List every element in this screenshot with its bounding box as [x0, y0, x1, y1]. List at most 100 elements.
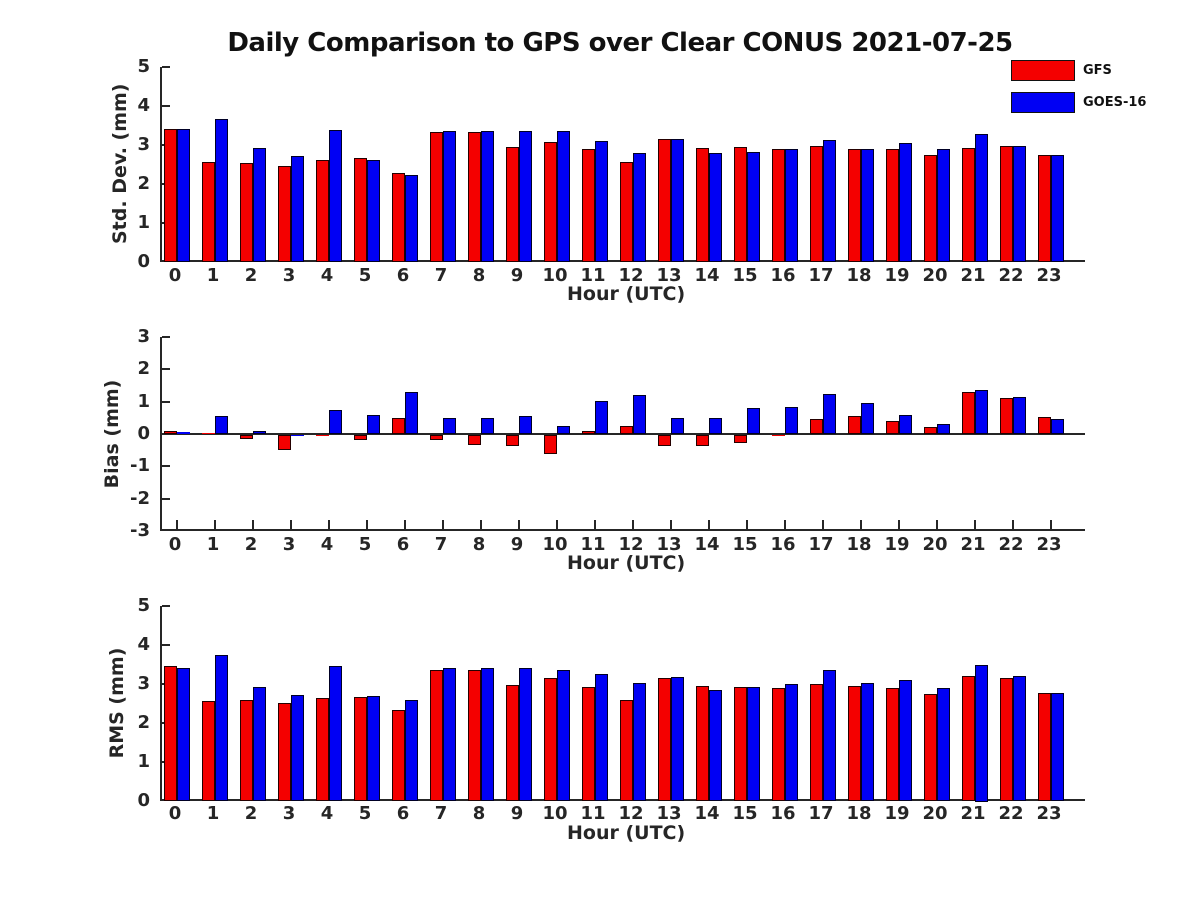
x-tick-label: 3 [282, 803, 296, 824]
bar-gfs-hour-19 [886, 421, 899, 434]
bar-goes16-hour-20 [937, 149, 950, 263]
xlabel-rms: Hour (UTC) [567, 822, 686, 844]
x-tick-label: 7 [434, 803, 448, 824]
y-tick [162, 105, 170, 107]
bar-gfs-hour-12 [620, 426, 633, 435]
legend-item-gfs: GFS [1011, 60, 1146, 81]
x-tick [404, 520, 406, 529]
x-tick [1012, 520, 1014, 529]
bar-goes16-hour-23 [1051, 419, 1064, 434]
x-tick-label: 19 [884, 803, 910, 824]
bar-goes16-hour-18 [861, 683, 874, 801]
bar-gfs-hour-4 [316, 435, 329, 437]
x-tick-label: 2 [244, 803, 258, 824]
x-tick-label: 5 [358, 534, 372, 555]
x-tick-label: 14 [694, 803, 720, 824]
y-tick-label: 3 [137, 134, 150, 155]
bar-goes16-hour-15 [747, 152, 760, 262]
x-tick-label: 13 [656, 803, 682, 824]
bar-goes16-hour-9 [519, 131, 532, 262]
bar-goes16-hour-7 [443, 131, 456, 262]
x-tick-label: 5 [358, 803, 372, 824]
x-tick-label: 5 [358, 265, 372, 286]
bar-goes16-hour-12 [633, 395, 646, 434]
x-tick-label: 6 [396, 534, 410, 555]
bar-goes16-hour-22 [1013, 676, 1026, 801]
y-tick-label: 3 [137, 326, 150, 347]
y-tick-label: 4 [137, 95, 150, 116]
bar-goes16-hour-11 [595, 141, 608, 262]
bar-gfs-hour-10 [544, 678, 557, 801]
y-tick-label: 0 [137, 251, 150, 272]
x-tick-label: 0 [168, 534, 182, 555]
bar-gfs-hour-15 [734, 687, 747, 802]
bar-goes16-hour-2 [253, 148, 266, 262]
y-tick-label: 1 [137, 212, 150, 233]
x-tick-label: 21 [960, 265, 986, 286]
bar-gfs-hour-17 [810, 146, 823, 262]
x-tick-label: 12 [618, 803, 644, 824]
x-tick [974, 520, 976, 529]
bar-gfs-hour-11 [582, 149, 595, 262]
x-tick [898, 520, 900, 529]
bar-goes16-hour-17 [823, 394, 836, 435]
x-tick [328, 520, 330, 529]
x-tick-label: 19 [884, 534, 910, 555]
bar-goes16-hour-7 [443, 668, 456, 801]
bar-gfs-hour-23 [1038, 417, 1051, 434]
x-tick [176, 520, 178, 529]
x-tick-label: 16 [770, 265, 796, 286]
xlabel-bias: Hour (UTC) [567, 552, 686, 574]
bar-gfs-hour-13 [658, 139, 671, 262]
bar-gfs-hour-12 [620, 700, 633, 801]
bar-gfs-hour-5 [354, 435, 367, 440]
y-tick [162, 336, 170, 338]
bar-gfs-hour-22 [1000, 678, 1013, 801]
x-tick [784, 520, 786, 529]
bar-goes16-hour-13 [671, 418, 684, 434]
x-tick-label: 1 [206, 803, 220, 824]
bar-goes16-hour-5 [367, 160, 380, 262]
y-tick-label: 0 [137, 423, 150, 444]
bar-goes16-hour-16 [785, 684, 798, 801]
bar-gfs-hour-3 [278, 166, 291, 262]
x-tick-label: 18 [846, 534, 872, 555]
y-tick [162, 368, 170, 370]
x-tick [556, 520, 558, 529]
x-tick [366, 520, 368, 529]
bar-gfs-hour-23 [1038, 693, 1051, 802]
bar-goes16-hour-13 [671, 677, 684, 802]
xlabel-std-dev: Hour (UTC) [567, 283, 686, 305]
bar-gfs-hour-7 [430, 132, 443, 262]
x-tick-label: 11 [580, 534, 606, 555]
bar-gfs-hour-11 [582, 687, 595, 801]
x-tick-label: 20 [922, 803, 948, 824]
bar-gfs-hour-8 [468, 435, 481, 445]
x-tick-label: 7 [434, 265, 448, 286]
x-tick [290, 520, 292, 529]
bar-goes16-hour-2 [253, 431, 266, 435]
bar-goes16-hour-21 [975, 390, 988, 434]
bar-goes16-hour-8 [481, 418, 494, 435]
bar-goes16-hour-23 [1051, 155, 1064, 262]
y-tick [162, 644, 170, 646]
bar-goes16-hour-22 [1013, 397, 1026, 435]
bar-gfs-hour-9 [506, 685, 519, 801]
x-tick-label: 18 [846, 803, 872, 824]
bar-gfs-hour-9 [506, 147, 519, 263]
bar-goes16-hour-11 [595, 674, 608, 801]
x-tick [442, 520, 444, 529]
x-tick [480, 520, 482, 529]
y-tick-label: 5 [137, 595, 150, 616]
bar-gfs-hour-6 [392, 173, 405, 262]
bar-goes16-hour-3 [291, 156, 304, 262]
bar-goes16-hour-7 [443, 418, 456, 435]
bar-goes16-hour-22 [1013, 146, 1026, 262]
bar-gfs-hour-2 [240, 435, 253, 439]
y-tick-label: 2 [137, 712, 150, 733]
bar-gfs-hour-17 [810, 419, 823, 434]
bar-goes16-hour-16 [785, 407, 798, 435]
bar-goes16-hour-19 [899, 143, 912, 262]
bar-goes16-hour-20 [937, 688, 950, 802]
